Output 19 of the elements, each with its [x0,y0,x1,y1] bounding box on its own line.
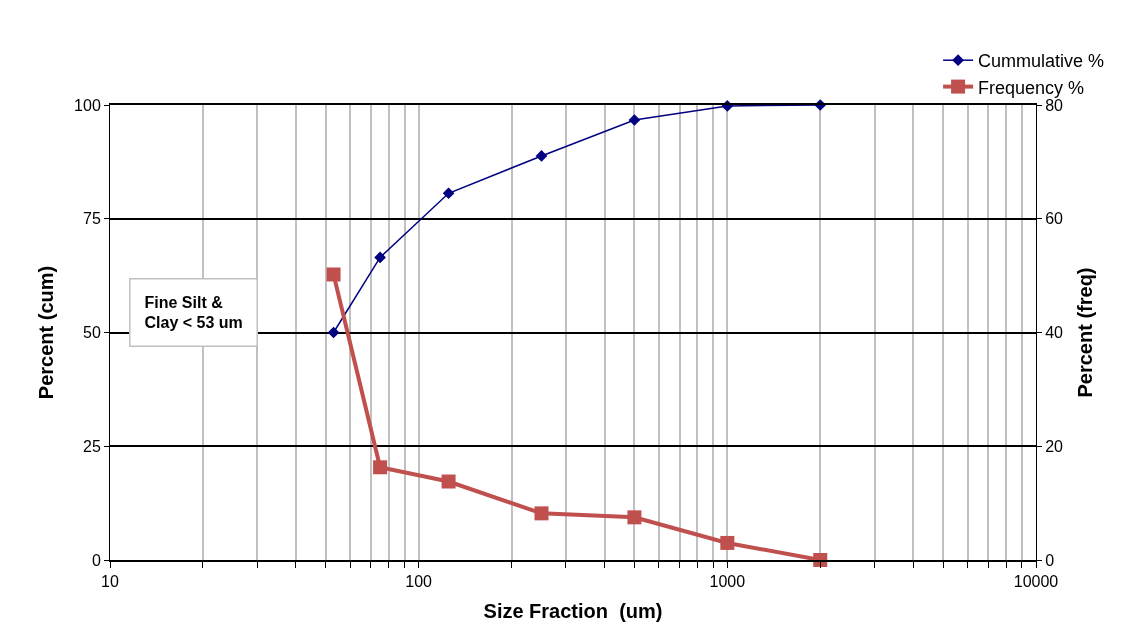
x-tick-label: 100 [405,573,433,591]
x-tick-label: 10 [101,573,119,591]
y-tick-label: 0 [91,551,101,569]
y2-tick-label: 40 [1045,324,1064,342]
legend-label: Frequency % [978,77,1085,98]
y2-tick-label: 20 [1045,437,1064,455]
x-tick-label: 10000 [1013,573,1059,591]
annotation: Fine Silt & Clay < 53 um [144,293,243,332]
x-axis-title: Size Fraction (um) [483,600,663,623]
y-tick-label: 100 [74,96,101,114]
y2-tick-label: 0 [1045,551,1055,569]
y-tick-label: 25 [83,437,101,455]
legend-label: Cummulative % [978,51,1105,72]
y-tick-label: 75 [83,210,101,228]
y2-axis-title: Percent (freq) [1073,267,1096,398]
y-tick-label: 50 [83,324,101,342]
y-axis-title: Percent (cum) [34,265,57,400]
y2-tick-label: 60 [1045,210,1064,228]
x-tick-label: 1000 [709,573,746,591]
